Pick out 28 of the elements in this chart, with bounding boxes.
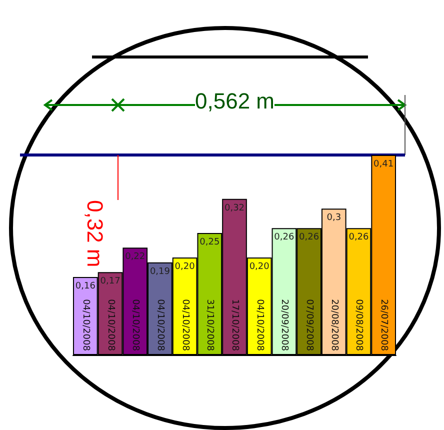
- x-tick-label: 31/10/2008: [204, 299, 215, 352]
- x-tick-label: 17/10/2008: [230, 299, 240, 352]
- annotation: 0,32 m: [82, 200, 108, 268]
- data-label: 0,25: [200, 238, 220, 248]
- data-label: 0,19: [150, 266, 170, 277]
- data-label: 0,20: [174, 262, 196, 272]
- data-label: 0,17: [100, 276, 120, 287]
- x-tick-label: 04/10/2008: [254, 299, 264, 352]
- x-tick-label: 04/10/2008: [154, 299, 165, 352]
- data-label: 0,20: [249, 262, 270, 272]
- data-label: 0,41: [374, 160, 394, 170]
- x-tick-label: 20/08/2008: [328, 299, 339, 352]
- x-tick-label: 04/10/2008: [80, 299, 90, 352]
- data-label: 0,26: [274, 232, 294, 243]
- x-tick-label: 04/10/2008: [130, 299, 140, 352]
- x-tick-label: 26/07/2008: [378, 299, 389, 352]
- data-label: 0,26: [348, 232, 370, 243]
- x-tick-label: 09/08/2008: [354, 299, 364, 352]
- x-tick-label: 04/10/2008: [105, 299, 116, 352]
- data-label: 0,32: [224, 203, 245, 214]
- x-tick-label: 20/09/2008: [279, 299, 290, 352]
- text: 0,562 m: [195, 88, 274, 114]
- data-label: 0,22: [125, 252, 146, 262]
- x-tick-label: 04/10/2008: [180, 299, 190, 352]
- data-label: 0,3: [326, 213, 342, 224]
- data-label: 0,16: [75, 281, 96, 292]
- data-label: 0,26: [299, 232, 320, 243]
- x-tick-label: 07/09/2008: [304, 299, 314, 352]
